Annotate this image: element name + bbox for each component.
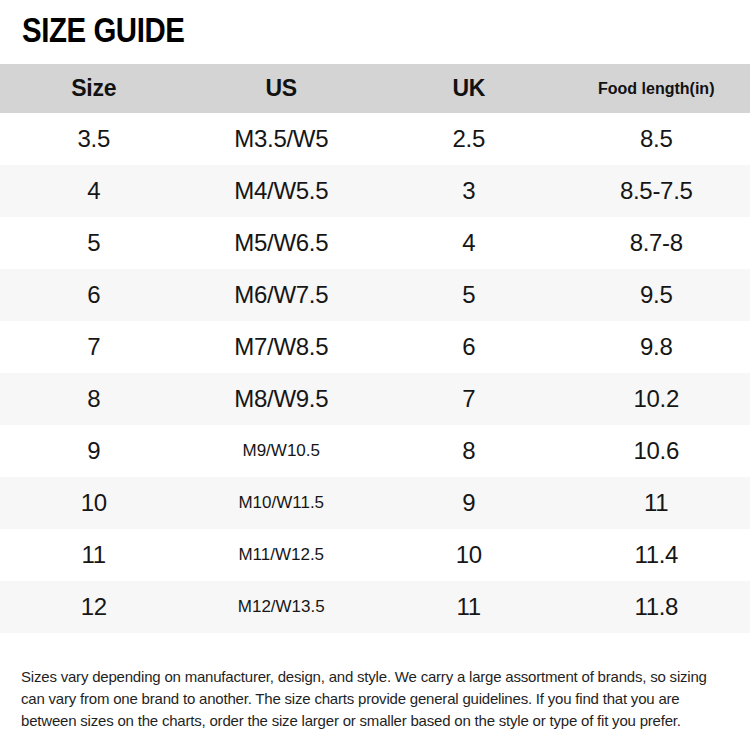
- cell-length: 9.5: [563, 269, 750, 321]
- cell-length: 9.8: [563, 321, 750, 373]
- page-title: SIZE GUIDE: [22, 12, 634, 47]
- column-header-food-length: Food length(in): [563, 64, 750, 113]
- cell-us: M6/W7.5: [188, 269, 376, 321]
- cell-us: M11/W12.5: [188, 529, 376, 581]
- cell-uk: 2.5: [375, 113, 563, 165]
- table-row: 6M6/W7.559.5: [0, 269, 750, 321]
- cell-uk: 10: [375, 529, 563, 581]
- table-row: 9M9/W10.5810.6: [0, 425, 750, 477]
- cell-length: 8.7-8: [563, 217, 750, 269]
- cell-us: M9/W10.5: [188, 425, 376, 477]
- cell-size: 4: [0, 165, 188, 217]
- table-row: 5M5/W6.548.7-8: [0, 217, 750, 269]
- cell-size: 12: [0, 581, 188, 633]
- cell-uk: 6: [375, 321, 563, 373]
- table-row: 7M7/W8.569.8: [0, 321, 750, 373]
- cell-length: 8.5-7.5: [563, 165, 750, 217]
- cell-size: 11: [0, 529, 188, 581]
- cell-uk: 4: [375, 217, 563, 269]
- cell-size: 10: [0, 477, 188, 529]
- cell-size: 3.5: [0, 113, 188, 165]
- cell-uk: 9: [375, 477, 563, 529]
- disclaimer-line: between sizes on the charts, order the s…: [21, 710, 730, 732]
- table-row: 8M8/W9.5710.2: [0, 373, 750, 425]
- table-row: 4M4/W5.538.5-7.5: [0, 165, 750, 217]
- cell-size: 5: [0, 217, 188, 269]
- cell-length: 11: [563, 477, 750, 529]
- cell-size: 9: [0, 425, 188, 477]
- disclaimer-line: Sizes vary depending on manufacturer, de…: [21, 666, 730, 688]
- column-header-us: US: [188, 64, 376, 113]
- cell-uk: 8: [375, 425, 563, 477]
- cell-length: 11.4: [563, 529, 750, 581]
- cell-us: M10/W11.5: [188, 477, 376, 529]
- cell-size: 7: [0, 321, 188, 373]
- disclaimer-line: can vary from one brand to another. The …: [21, 688, 730, 710]
- sizing-disclaimer: Sizes vary depending on manufacturer, de…: [21, 666, 730, 732]
- cell-us: M3.5/W5: [188, 113, 376, 165]
- cell-size: 6: [0, 269, 188, 321]
- cell-us: M4/W5.5: [188, 165, 376, 217]
- cell-us: M12/W13.5: [188, 581, 376, 633]
- cell-uk: 11: [375, 581, 563, 633]
- table-row: 12M12/W13.51111.8: [0, 581, 750, 633]
- cell-us: M8/W9.5: [188, 373, 376, 425]
- column-header-size: Size: [0, 64, 188, 113]
- table-head: SizeUSUKFood length(in): [0, 64, 750, 113]
- cell-us: M7/W8.5: [188, 321, 376, 373]
- cell-size: 8: [0, 373, 188, 425]
- size-guide-table: SizeUSUKFood length(in) 3.5M3.5/W52.58.5…: [0, 64, 750, 633]
- cell-length: 10.2: [563, 373, 750, 425]
- cell-length: 10.6: [563, 425, 750, 477]
- table-row: 10M10/W11.5911: [0, 477, 750, 529]
- cell-length: 8.5: [563, 113, 750, 165]
- cell-uk: 7: [375, 373, 563, 425]
- cell-us: M5/W6.5: [188, 217, 376, 269]
- cell-length: 11.8: [563, 581, 750, 633]
- table-header-row: SizeUSUKFood length(in): [0, 64, 750, 113]
- cell-uk: 5: [375, 269, 563, 321]
- table-row: 11M11/W12.51011.4: [0, 529, 750, 581]
- column-header-uk: UK: [375, 64, 563, 113]
- table-row: 3.5M3.5/W52.58.5: [0, 113, 750, 165]
- cell-uk: 3: [375, 165, 563, 217]
- table-body: 3.5M3.5/W52.58.54M4/W5.538.5-7.55M5/W6.5…: [0, 113, 750, 633]
